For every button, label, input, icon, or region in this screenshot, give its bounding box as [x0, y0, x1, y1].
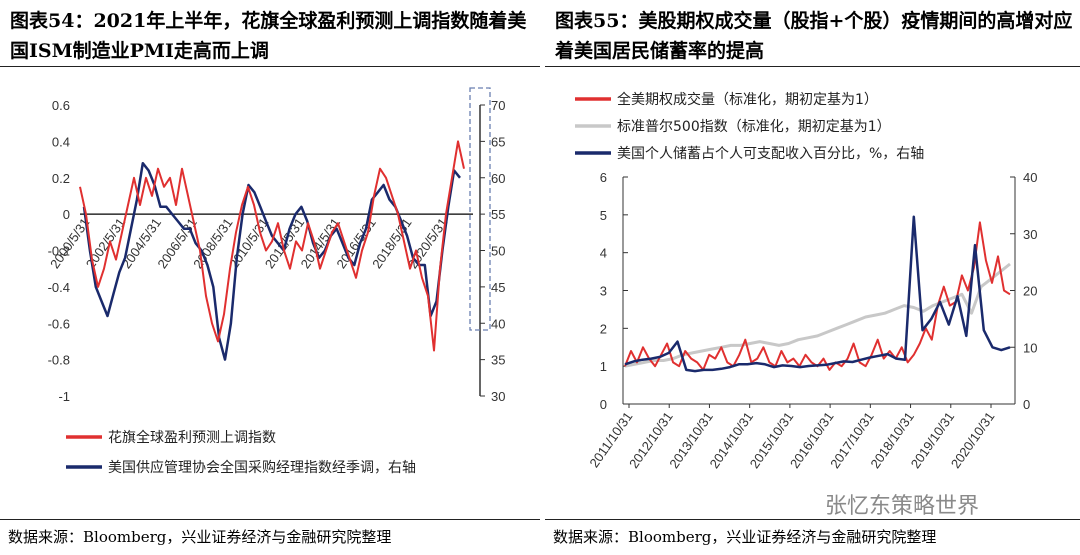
- left-chart-svg: 0.6 0.4 0.2 0 -0.2 -0.4 -0.6 -0.8 -1 70 65 60 55 50 45…: [47, 87, 505, 476]
- right-y-tick-label: 40: [1023, 170, 1037, 185]
- right-y-tick-label: 35: [491, 353, 505, 368]
- right-y-tick-label: 65: [491, 134, 505, 149]
- left-chart-panel: 图表54：2021年上半年，花旗全球盈利预测上调指数随着美国ISM制造业PMI走…: [0, 10, 540, 546]
- legend-label: 标准普尔500指数（标准化，期初定基为1）: [617, 118, 891, 135]
- left-y-tick-label: 0.4: [52, 134, 70, 149]
- sp500-series-line: [624, 262, 1011, 368]
- savings-rate-series-line: [624, 215, 1011, 373]
- left-y-tick-label: 0.6: [52, 98, 70, 113]
- left-y-tick-label: 0: [600, 397, 607, 412]
- left-y-tick-label: 0: [63, 207, 70, 222]
- left-y-tick-label: -0.2: [48, 244, 70, 259]
- right-y-tick-label: 20: [1023, 284, 1037, 299]
- right-y-tick-label: 55: [491, 207, 505, 222]
- right-y-tick-label: 30: [1023, 227, 1037, 242]
- left-y-tick-label: 0.2: [52, 171, 70, 186]
- earnings-revision-series-line: [79, 140, 465, 352]
- right-y-tick-label: 10: [1023, 340, 1037, 355]
- right-chart-svg: 65432104030201002011/10/312012/10/312013…: [575, 91, 1037, 471]
- left-y-tick-label: 3: [600, 284, 607, 299]
- right-title-divider: [545, 66, 1080, 67]
- right-y-tick-label: 30: [491, 389, 505, 404]
- right-y-tick-label: 70: [491, 98, 505, 113]
- right-source-divider: [545, 519, 1080, 520]
- left-y-tick-label: 1: [600, 359, 607, 374]
- left-chart-title: 图表54：2021年上半年，花旗全球盈利预测上调指数随着美国ISM制造业PMI走…: [10, 10, 527, 62]
- right-y-tick-label: 50: [491, 244, 505, 259]
- left-source-note: 数据来源：Bloomberg，兴业证券经济与金融研究院整理: [8, 528, 392, 546]
- highlight-dashed-box: [469, 87, 491, 331]
- right-y-tick-label: 45: [491, 280, 505, 295]
- right-y-tick-label: 60: [491, 171, 505, 186]
- right-chart-title: 图表55：美股期权成交量（股指+个股）疫情期间的高增对应着美国居民储蓄率的提高: [555, 10, 1073, 62]
- left-y-tick-label: -0.8: [48, 353, 70, 368]
- left-y-tick-label: -1: [58, 389, 70, 404]
- left-y-tick-label: 5: [600, 208, 607, 223]
- legend-label: 美国个人储蓄占个人可支配收入百分比，%，右轴: [617, 146, 924, 162]
- left-title-divider: [0, 66, 540, 67]
- legend-label: 花旗全球盈利预测上调指数: [108, 429, 276, 446]
- left-y-tick-label: 4: [600, 246, 607, 261]
- option-volume-series-line: [624, 221, 1011, 371]
- left-y-tick-label: -0.4: [48, 280, 70, 295]
- right-chart-panel: 图表55：美股期权成交量（股指+个股）疫情期间的高增对应着美国居民储蓄率的提高 …: [545, 0, 1080, 555]
- right-source-note: 数据来源：Bloomberg，兴业证券经济与金融研究院整理: [553, 528, 937, 546]
- legend-label: 美国供应管理协会全国采购经理指数经季调，右轴: [108, 459, 416, 476]
- watermark-logo: 张忆东策略世界: [825, 494, 980, 519]
- right-y-tick-label: 0: [1023, 397, 1030, 412]
- legend-label: 全美期权成交量（标准化，期初定基为1）: [617, 91, 878, 108]
- left-y-tick-label: 6: [600, 170, 607, 185]
- left-y-tick-label: -0.6: [48, 316, 70, 331]
- right-y-tick-label: 40: [491, 316, 505, 331]
- left-y-tick-label: 2: [600, 321, 607, 336]
- left-source-divider: [0, 519, 540, 520]
